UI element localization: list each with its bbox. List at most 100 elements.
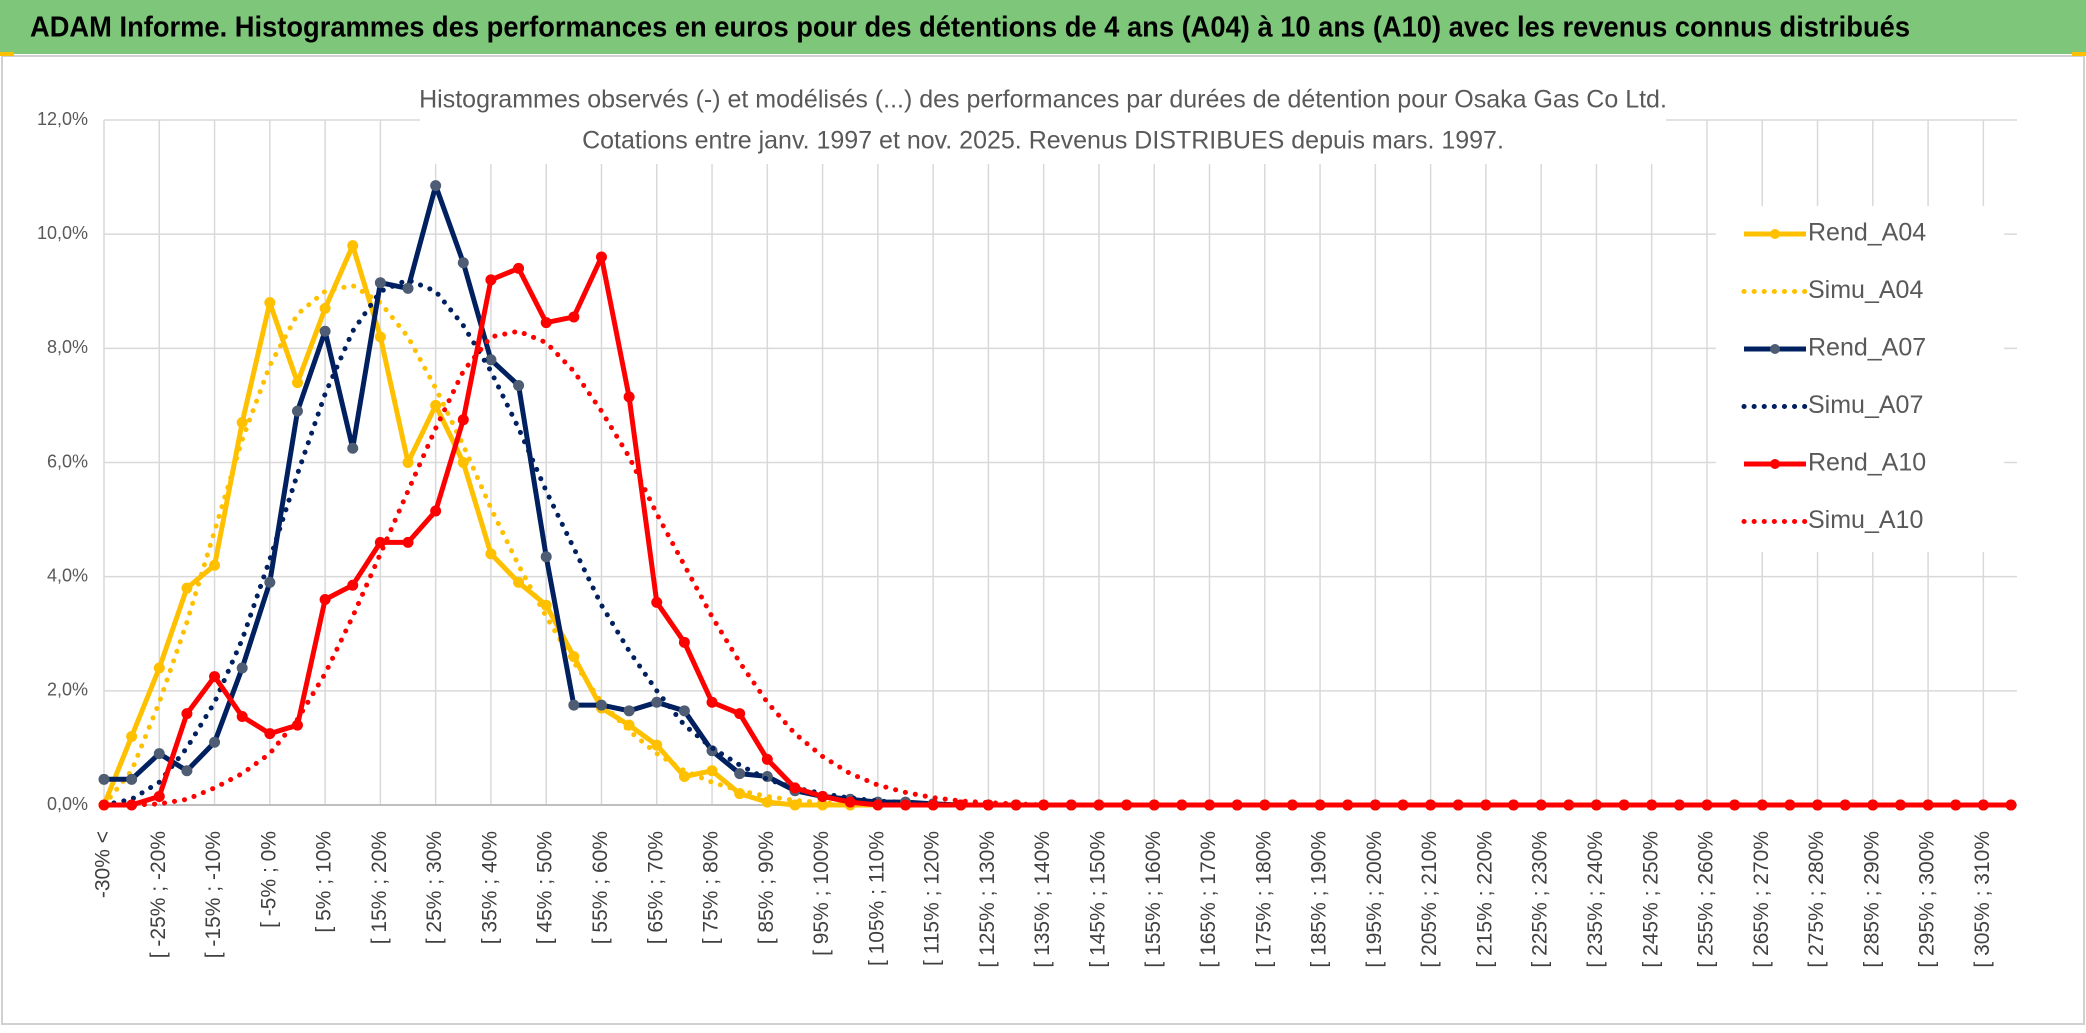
point bbox=[844, 796, 856, 808]
point bbox=[264, 728, 276, 740]
x-tick-label: [ 135% ; 140% bbox=[1031, 831, 1054, 968]
point bbox=[513, 262, 525, 274]
point bbox=[789, 799, 801, 811]
point bbox=[181, 708, 193, 720]
point bbox=[236, 711, 248, 723]
header-title: ADAM Informe. Histogrammes des performan… bbox=[30, 12, 1910, 44]
y-tick-label: 12,0% bbox=[37, 109, 88, 129]
x-tick-label: [ 295% ; 300% bbox=[1916, 831, 1939, 968]
legend-marker bbox=[1770, 229, 1780, 239]
point bbox=[209, 671, 221, 683]
point bbox=[181, 582, 193, 594]
y-tick-label: 8,0% bbox=[47, 337, 88, 357]
point bbox=[430, 180, 442, 192]
title-bg bbox=[420, 82, 1666, 164]
corner bbox=[0, 52, 14, 56]
x-tick-label: [ 205% ; 210% bbox=[1418, 831, 1441, 968]
point bbox=[319, 302, 331, 314]
point bbox=[402, 536, 414, 548]
point bbox=[651, 739, 663, 751]
y-tick-label: 2,0% bbox=[47, 680, 88, 700]
point bbox=[651, 696, 663, 708]
y-tick-label: 10,0% bbox=[37, 223, 88, 243]
x-tick-label: [ 85% ; 90% bbox=[755, 831, 778, 944]
x-tick-label: [ 215% ; 220% bbox=[1473, 831, 1496, 968]
point bbox=[678, 705, 690, 717]
grid: 0,0% 2,0% 4,0% 6,0% 8,0% 10,0% 12,0% -30% < [ -2… bbox=[37, 109, 2017, 968]
point bbox=[430, 505, 442, 517]
point bbox=[457, 257, 469, 269]
point bbox=[209, 559, 221, 571]
point bbox=[485, 354, 497, 366]
x-tick-label: [ 275% ; 280% bbox=[1805, 831, 1828, 968]
legend-label: Simu_A04 bbox=[1808, 276, 1923, 304]
point bbox=[540, 317, 552, 329]
x-tick-label: [ 175% ; 180% bbox=[1252, 831, 1275, 968]
point bbox=[513, 576, 525, 588]
chart-subtitle: Cotations entre janv. 1997 et nov. 2025.… bbox=[582, 127, 1504, 155]
chart-title: Histogrammes observés (-) et modélisés (… bbox=[419, 86, 1667, 114]
x-tick-label: [ 95% ; 100% bbox=[810, 831, 833, 956]
x-tick-label: [ 305% ; 310% bbox=[1971, 831, 1994, 968]
x-tick-label: [ 195% ; 200% bbox=[1363, 831, 1386, 968]
point bbox=[402, 282, 414, 294]
point bbox=[678, 770, 690, 782]
y-tick-label: 6,0% bbox=[47, 451, 88, 471]
point bbox=[347, 240, 359, 252]
point bbox=[319, 594, 331, 605]
legend-label: Simu_A10 bbox=[1808, 506, 1923, 534]
point bbox=[872, 799, 884, 811]
point bbox=[568, 699, 580, 711]
point bbox=[734, 708, 746, 720]
x-tick-label: [ 125% ; 130% bbox=[976, 831, 999, 968]
point bbox=[126, 731, 138, 742]
x-tick-label: [ 45% ; 50% bbox=[534, 831, 557, 944]
point bbox=[374, 277, 386, 289]
x-tick-label: [ -15% ; -10% bbox=[202, 831, 225, 958]
x-tick-label: [ 245% ; 250% bbox=[1639, 831, 1662, 968]
x-tick-label: [ 105% ; 110% bbox=[865, 831, 888, 966]
point bbox=[817, 790, 829, 802]
x-tick-label: [ 65% ; 70% bbox=[644, 831, 667, 944]
point bbox=[568, 311, 580, 323]
point bbox=[706, 696, 718, 708]
point bbox=[485, 548, 497, 560]
x-tick-label: [ 225% ; 230% bbox=[1529, 831, 1552, 968]
x-tick-label: [ 25% ; 30% bbox=[423, 831, 446, 944]
point bbox=[485, 274, 497, 286]
point bbox=[513, 379, 525, 391]
legend: Rend_A04 Simu_A04 Rend_A07 Simu_A07 Rend_A10… bbox=[1716, 206, 2004, 552]
legend-marker bbox=[1770, 459, 1780, 469]
point bbox=[374, 536, 386, 548]
x-tick-label: [ 265% ; 270% bbox=[1750, 831, 1773, 968]
point bbox=[595, 699, 607, 711]
x-tick-label: [ 15% ; 20% bbox=[368, 831, 391, 944]
point bbox=[734, 768, 746, 780]
point bbox=[706, 765, 718, 777]
header-bar bbox=[0, 0, 2086, 54]
point bbox=[374, 331, 386, 343]
legend-label: Rend_A10 bbox=[1808, 449, 1926, 477]
point bbox=[789, 782, 801, 794]
x-tick-label: [ 285% ; 290% bbox=[1860, 831, 1883, 968]
point bbox=[153, 748, 165, 760]
point bbox=[927, 799, 939, 811]
legend-label: Rend_A04 bbox=[1808, 219, 1926, 247]
x-tick-label: [ -5% ; 0% bbox=[257, 831, 280, 928]
point bbox=[98, 773, 110, 785]
point bbox=[291, 377, 303, 389]
legend-bg bbox=[1716, 206, 2004, 552]
x-tick-label: [ 55% ; 60% bbox=[589, 831, 612, 944]
x-tick-label: [ 145% ; 150% bbox=[1087, 831, 1110, 968]
x-tick-label: [ 35% ; 40% bbox=[478, 831, 501, 944]
point bbox=[347, 442, 359, 454]
point bbox=[209, 736, 221, 748]
x-tick-label: [ 155% ; 160% bbox=[1142, 831, 1165, 968]
point bbox=[264, 297, 276, 309]
point bbox=[457, 457, 469, 468]
point bbox=[153, 662, 165, 674]
y-tick-label: 4,0% bbox=[47, 565, 88, 585]
x-tick-label: [ 165% ; 170% bbox=[1197, 831, 1220, 968]
